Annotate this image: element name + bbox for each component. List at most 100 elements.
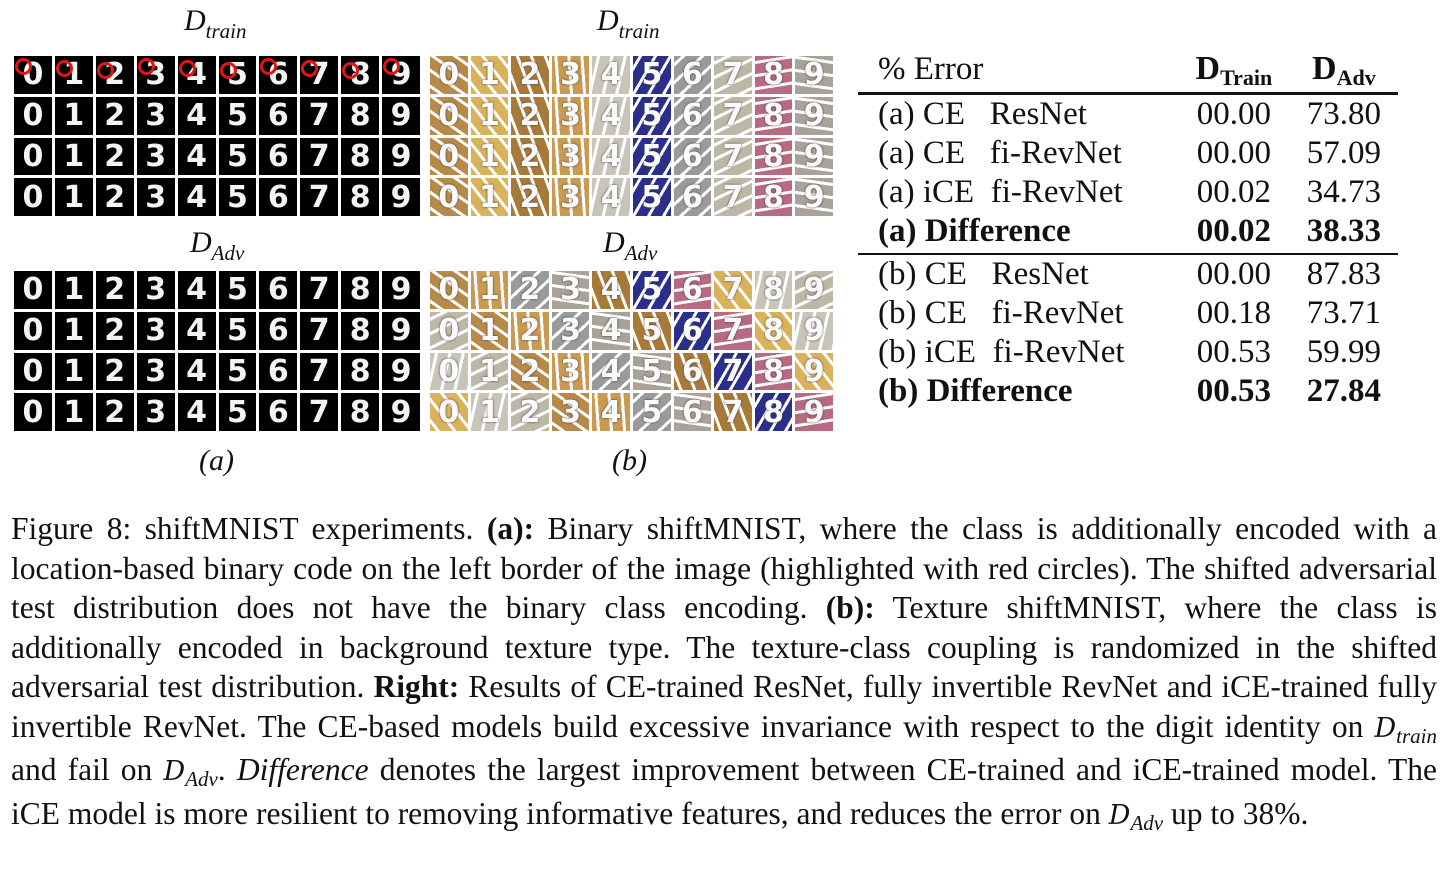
cell-adv: 73.80 <box>1306 96 1382 132</box>
digit-glyph: 5 <box>227 98 248 134</box>
panel-b-adv-title: DAdv <box>603 226 658 265</box>
digit-glyph: 4 <box>600 313 622 349</box>
digit-glyph: 1 <box>63 138 85 174</box>
digit-glyph: 4 <box>186 353 207 389</box>
digit-glyph: 8 <box>349 272 371 308</box>
digit-glyph: 8 <box>349 179 371 215</box>
panel-b-label: (b) <box>612 444 647 477</box>
digit-glyph: 1 <box>63 179 85 215</box>
digit-glyph: 0 <box>438 353 460 389</box>
digit-glyph: 5 <box>641 272 663 308</box>
digit-glyph: 9 <box>390 138 412 174</box>
digit-glyph: 3 <box>145 353 167 389</box>
digit-cell: 9 <box>795 56 833 94</box>
digit-cell: 1 <box>54 96 93 135</box>
cell-adv: 27.84 <box>1306 373 1382 409</box>
table-row: (b) iCE fi-RevNet 00.53 59.99 <box>858 333 1398 372</box>
digit-glyph: 8 <box>349 394 371 430</box>
digit-glyph: 9 <box>803 138 825 174</box>
digit-glyph: 4 <box>186 313 207 349</box>
digit-cell: 3 <box>136 56 175 94</box>
digit-glyph: 1 <box>478 98 500 134</box>
digit-glyph: 3 <box>560 272 582 308</box>
red-circle-marker <box>15 58 32 75</box>
digit-glyph: 0 <box>438 57 460 93</box>
digit-glyph: 0 <box>438 272 460 308</box>
digit-glyph: 1 <box>478 394 500 430</box>
digit-cell: 2 <box>95 137 134 176</box>
digit-glyph: 3 <box>560 394 582 430</box>
digit-cell: 1 <box>54 393 93 431</box>
digit-cell: 1 <box>54 56 93 94</box>
digit-glyph: 1 <box>63 353 85 389</box>
digit-cell: 2 <box>95 96 134 135</box>
digit-cell: 2 <box>95 56 134 94</box>
digit-glyph: 0 <box>22 272 44 308</box>
digit-glyph: 5 <box>227 313 248 349</box>
digit-cell: 8 <box>754 137 793 176</box>
digit-cell: 1 <box>470 56 509 94</box>
digit-cell: 2 <box>511 56 549 94</box>
digit-glyph: 8 <box>763 57 785 93</box>
digit-glyph: 8 <box>349 353 371 389</box>
digit-cell: 3 <box>136 393 175 431</box>
digit-glyph: 7 <box>722 179 744 215</box>
digit-glyph: 8 <box>763 313 785 349</box>
figure-caption: Figure 8: shiftMNIST experiments. (a): B… <box>11 511 1437 835</box>
red-circle-marker <box>96 62 114 79</box>
digit-cell: 6 <box>673 137 712 176</box>
digit-glyph: 5 <box>641 179 663 215</box>
cell-adv: 34.73 <box>1306 174 1382 210</box>
digit-cell: 1 <box>470 137 509 176</box>
digit-glyph: 6 <box>267 394 289 430</box>
digit-cell: 9 <box>382 311 420 350</box>
digit-cell: 1 <box>470 393 509 431</box>
digit-cell: 5 <box>218 311 257 350</box>
digit-glyph: 7 <box>308 353 330 389</box>
digit-cell: 2 <box>511 178 549 216</box>
digit-glyph: 4 <box>186 272 207 308</box>
digit-cell: 2 <box>511 393 549 431</box>
cell-label: (a) CE ResNet <box>878 96 1087 132</box>
digit-cell: 6 <box>259 178 298 216</box>
digit-cell: 7 <box>300 178 339 216</box>
digit-cell: 4 <box>592 393 630 431</box>
digit-cell: 3 <box>136 271 175 309</box>
digit-glyph: 9 <box>390 394 412 430</box>
digit-cell: 5 <box>632 393 671 431</box>
digit-cell: 0 <box>14 178 52 216</box>
digit-glyph: 4 <box>600 394 622 430</box>
digit-cell: 1 <box>54 311 93 350</box>
cell-adv: 87.83 <box>1306 256 1382 292</box>
digit-cell: 7 <box>300 393 339 431</box>
digit-cell: 3 <box>551 56 590 94</box>
digit-cell: 8 <box>754 271 793 309</box>
red-circle-marker <box>219 62 237 79</box>
digit-cell: 9 <box>795 137 833 176</box>
digit-cell: 5 <box>632 96 671 135</box>
digit-cell: 8 <box>341 393 380 431</box>
digit-glyph: 8 <box>349 138 371 174</box>
digit-cell: 2 <box>511 96 549 135</box>
digit-glyph: 1 <box>478 57 500 93</box>
digit-glyph: 1 <box>478 179 500 215</box>
digit-cell: 2 <box>95 311 134 350</box>
digit-glyph: 3 <box>145 98 167 134</box>
digit-cell: 0 <box>430 137 468 176</box>
digit-glyph: 5 <box>227 138 248 174</box>
digit-glyph: 8 <box>763 179 785 215</box>
digit-cell: 6 <box>259 56 298 94</box>
digit-glyph: 9 <box>803 313 825 349</box>
digit-glyph: 7 <box>308 394 330 430</box>
digit-glyph: 4 <box>186 98 207 134</box>
digit-cell: 0 <box>14 311 52 350</box>
digit-glyph: 4 <box>600 98 622 134</box>
digit-glyph: 3 <box>560 98 582 134</box>
digit-cell: 6 <box>673 178 712 216</box>
digit-glyph: 9 <box>803 394 825 430</box>
digit-cell: 5 <box>632 137 671 176</box>
digit-cell: 7 <box>300 271 339 309</box>
digit-glyph: 0 <box>438 313 460 349</box>
digit-glyph: 3 <box>560 353 582 389</box>
digit-glyph: 4 <box>600 272 622 308</box>
